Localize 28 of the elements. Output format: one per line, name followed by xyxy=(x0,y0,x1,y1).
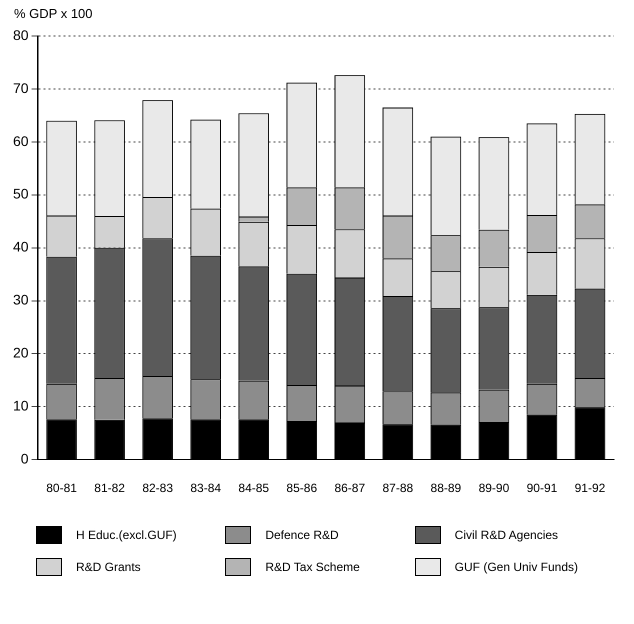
y-tick-label: 30 xyxy=(12,292,29,308)
x-tick-label: 80-81 xyxy=(46,481,78,496)
y-tick-label: 60 xyxy=(12,132,29,149)
x-tick-label: 86-87 xyxy=(334,481,366,496)
x-tick-label: 81-82 xyxy=(94,481,126,496)
y-tick-label: 40 xyxy=(12,238,29,255)
x-tick-label: 85-86 xyxy=(286,481,318,496)
y-axis-title: % GDP x 100 xyxy=(14,6,93,21)
x-tick-label: 87-88 xyxy=(382,481,414,496)
legend-label: Civil R&D Agencies xyxy=(454,528,558,542)
x-tick-label: 84-85 xyxy=(238,481,270,496)
legend-label: H Educ.(excl.GUF) xyxy=(76,528,177,542)
y-tick-label: 20 xyxy=(12,344,29,361)
legend-label: Defence R&D xyxy=(265,528,339,542)
legend-label: GUF (Gen Univ Funds) xyxy=(454,560,578,574)
x-tick-label: 83-84 xyxy=(190,481,222,496)
x-tick-label: 91-92 xyxy=(574,481,606,496)
y-tick-label: 80 xyxy=(12,26,29,43)
x-tick-label: 88-89 xyxy=(430,481,462,496)
legend-label: R&D Tax Scheme xyxy=(265,560,360,574)
x-tick-label: 90-91 xyxy=(526,481,558,496)
y-tick-label: 50 xyxy=(12,186,29,202)
y-tick-label: 70 xyxy=(12,80,29,96)
y-tick-label: 10 xyxy=(12,398,29,414)
x-tick-label: 89-90 xyxy=(478,481,510,496)
x-tick-label: 82-83 xyxy=(142,481,174,496)
y-tick-label: 0 xyxy=(20,450,29,466)
legend-label: R&D Grants xyxy=(76,560,141,574)
